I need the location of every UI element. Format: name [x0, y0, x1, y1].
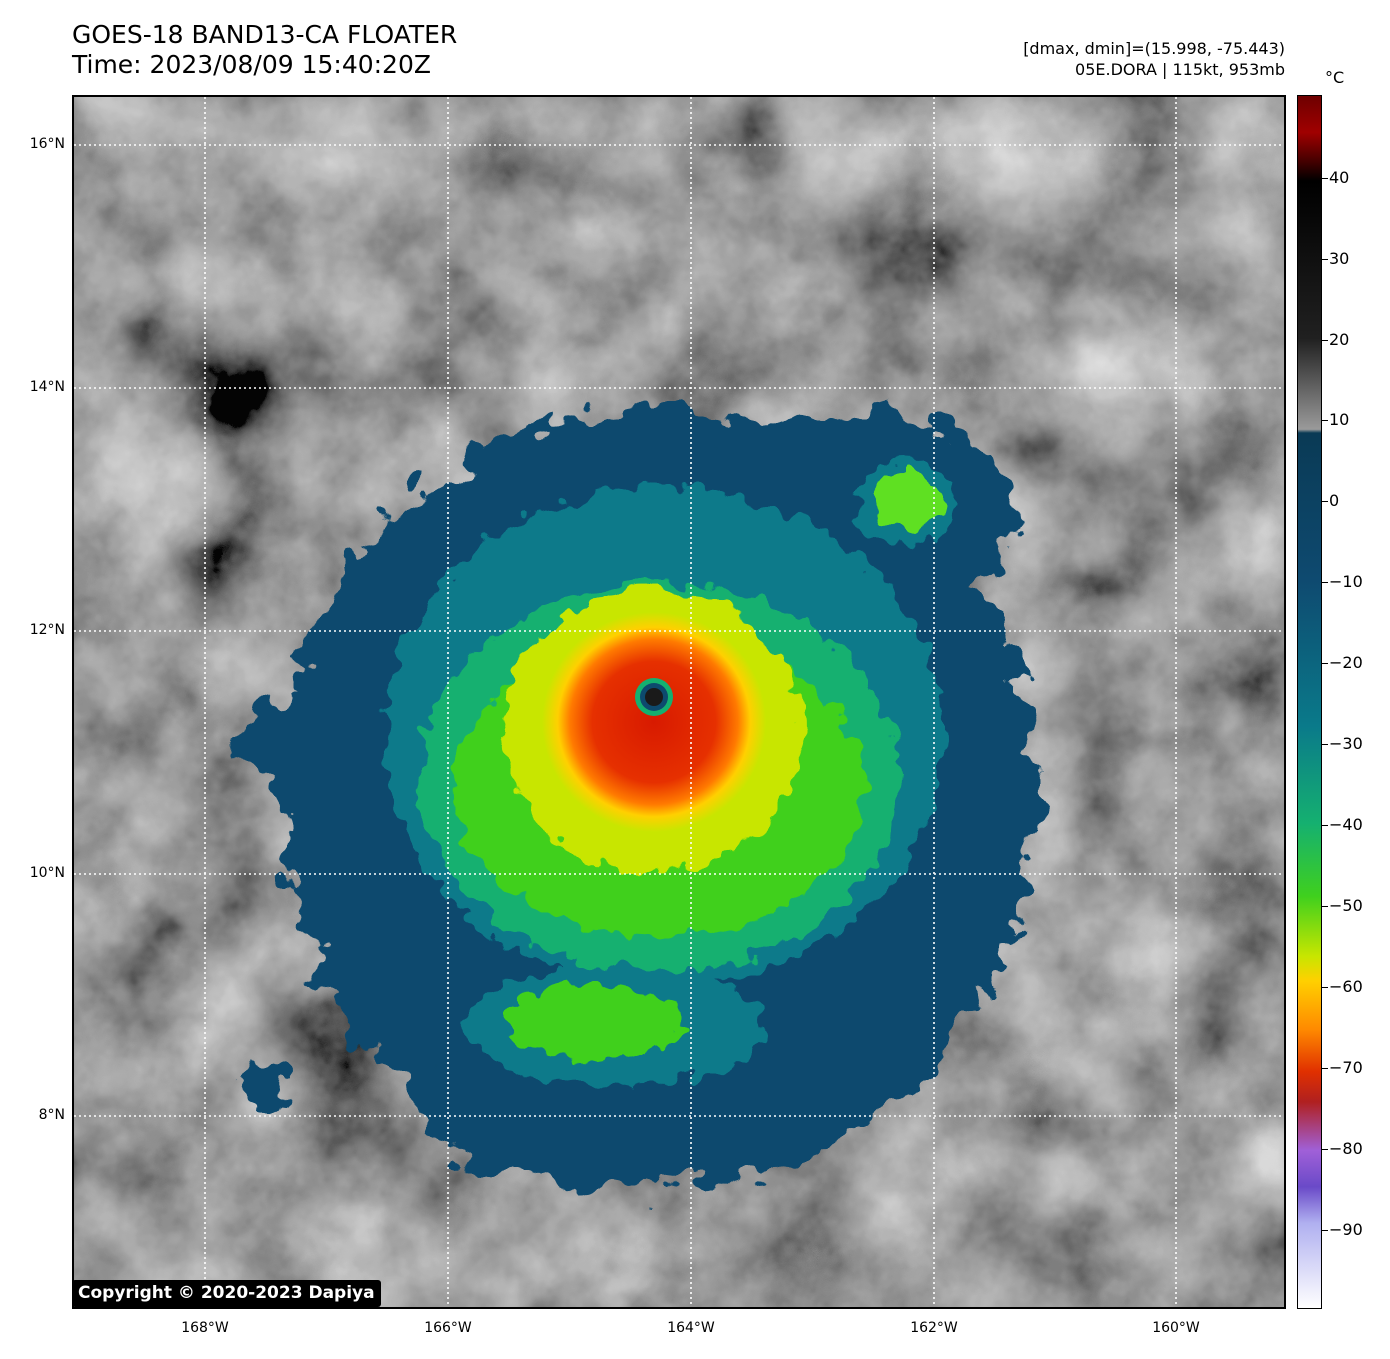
copyright-badge: Copyright © 2020-2023 Dapiya: [72, 1280, 381, 1307]
lon-label-168w: 168°W: [181, 1320, 229, 1336]
lon-label-166w: 166°W: [424, 1320, 472, 1336]
colorbar-tick: [1322, 582, 1328, 583]
lon-gridlines: [204, 97, 1177, 1307]
lat-label-12n: 12°N: [29, 622, 65, 638]
lat-label-14n: 14°N: [29, 379, 65, 395]
colorbar-tick: [1322, 906, 1328, 907]
colorbar-label-minus-60: −60: [1329, 977, 1363, 996]
storm-info: [dmax, dmin]=(15.998, -75.443) 05E.DORA …: [1023, 38, 1285, 80]
lat-label-10n: 10°N: [29, 865, 65, 881]
colorbar-label-minus-20: −20: [1329, 653, 1363, 672]
colorbar-tick: [1322, 987, 1328, 988]
temperature-colorbar: [1297, 95, 1322, 1309]
colorbar-tick: [1322, 744, 1328, 745]
colorbar-label-0: 0: [1329, 491, 1340, 510]
colorbar-tick: [1322, 178, 1328, 179]
lat-label-16n: 16°N: [29, 136, 65, 152]
colorbar-label-minus-90: −90: [1329, 1220, 1363, 1239]
title-line-1: GOES-18 BAND13-CA FLOATER: [72, 20, 458, 49]
colorbar-label-minus-30: −30: [1329, 734, 1363, 753]
colorbar-tick: [1322, 340, 1328, 341]
colorbar-tick: [1322, 825, 1328, 826]
info-line-1: [dmax, dmin]=(15.998, -75.443): [1023, 39, 1285, 58]
lon-label-162w: 162°W: [910, 1320, 958, 1336]
lat-label-8n: 8°N: [38, 1107, 65, 1123]
colorbar-label-minus-40: −40: [1329, 815, 1363, 834]
colorbar-tick: [1322, 259, 1328, 260]
colorbar-tick: [1322, 501, 1328, 502]
colorbar-label-minus-50: −50: [1329, 896, 1363, 915]
colorbar-tick: [1322, 1068, 1328, 1069]
colorbar-label-40: 40: [1329, 168, 1350, 187]
figure-title: GOES-18 BAND13-CA FLOATER Time: 2023/08/…: [72, 20, 457, 80]
lat-gridlines: [74, 144, 1284, 1117]
lon-label-164w: 164°W: [667, 1320, 715, 1336]
colorbar-label-30: 30: [1329, 249, 1350, 268]
colorbar-tick: [1322, 1149, 1328, 1150]
colorbar-label-10: 10: [1329, 410, 1350, 429]
lon-label-160w: 160°W: [1152, 1320, 1200, 1336]
satellite-image: [74, 97, 1284, 1307]
colorbar-label-minus-70: −70: [1329, 1058, 1363, 1077]
colorbar-tick: [1322, 420, 1328, 421]
colorbar-label-minus-80: −80: [1329, 1139, 1363, 1158]
hurricane-eye: [635, 678, 673, 716]
info-line-2: 05E.DORA | 115kt, 953mb: [1075, 60, 1285, 79]
colorbar-unit: °C: [1325, 68, 1345, 87]
colorbar-tick: [1322, 663, 1328, 664]
satellite-map: [72, 95, 1286, 1309]
colorbar-label-minus-10: −10: [1329, 572, 1363, 591]
title-line-2: Time: 2023/08/09 15:40:20Z: [72, 50, 431, 79]
colorbar-label-20: 20: [1329, 330, 1350, 349]
colorbar-tick: [1322, 1230, 1328, 1231]
